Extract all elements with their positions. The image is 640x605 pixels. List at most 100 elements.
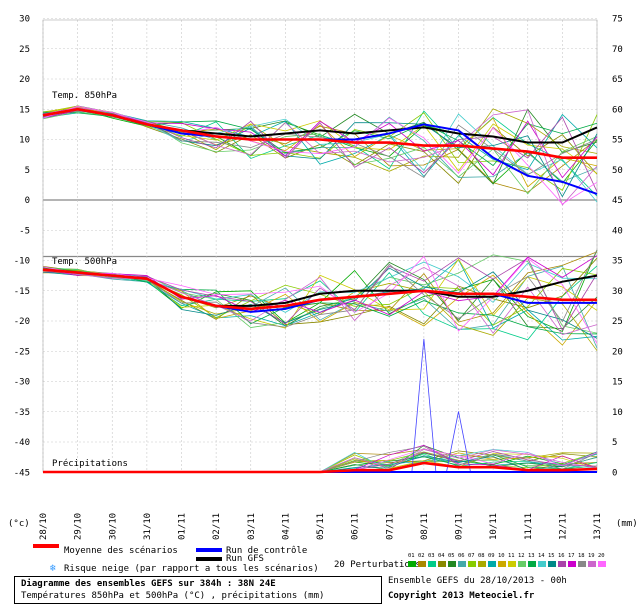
x-tick-label: 29/10 [74,513,84,540]
perturbation-swatch [558,561,566,567]
x-tick-label: 01/11 [178,513,188,540]
perturbation-swatch [488,561,496,567]
legend-gfs-swatch [196,557,222,561]
right-unit: (mm) [616,519,638,529]
left-tick-label: 30 [19,15,30,25]
x-tick-label: 05/11 [316,513,326,540]
legend-snow-label: Risque neige (par rapport a tous les scé… [64,563,319,574]
right-tick-label: 70 [612,45,623,55]
left-tick-label: -45 [14,468,30,478]
series-precip-line [43,461,598,474]
right-tick-label: 35 [612,257,623,267]
perturbation-swatch [578,561,586,567]
right-tick-label: 30 [612,287,623,297]
perturbation-number: 14 [538,553,545,559]
perturbation-number: 07 [468,553,475,559]
perturbation-swatch [588,561,596,567]
x-tick-label: 11/11 [524,513,534,540]
perturbation-swatch [528,561,536,567]
perturbation-number: 09 [488,553,495,559]
main-series [42,107,598,474]
perturbation-number: 01 [408,553,415,559]
legend-control-label: Run de contrôle [226,545,307,556]
left-tick-label: 15 [19,105,30,115]
x-tick-label: 12/11 [558,513,568,540]
run-info: Ensemble GEFS du 28/10/2013 - 00h [388,576,567,586]
perturbation-swatch [498,561,506,567]
perturbation-legend: 01 02 03 04 05 06 07 08 09 10 11 12 13 14 15 16 17 18 19 20 [408,553,606,567]
legend-mean-label: Moyenne des scénarios [64,545,178,556]
perturbation-swatch [478,561,486,567]
perturbation-swatch [548,561,556,567]
perturbation-number: 06 [458,553,465,559]
perturbation-number: 18 [578,553,585,559]
left-tick-label: 25 [19,45,30,55]
perturbation-swatch [438,561,446,567]
right-tick-label: 60 [612,105,623,115]
right-tick-label: 20 [612,347,623,357]
perturbation-swatch [508,561,516,567]
perturbation-line [42,255,598,316]
perturbation-number: 02 [418,553,425,559]
right-tick-label: 5 [612,438,617,448]
footer-line2: Températures 850hPa et 500hPa (°C) , pré… [21,591,325,601]
left-tick-label: -20 [14,317,30,327]
perturbation-number: 12 [518,553,525,559]
x-tick-label: 13/11 [593,513,603,540]
perturbation-line [42,265,598,349]
perturbation-swatch [518,561,526,567]
copyright: Copyright 2013 Meteociel.fr [388,591,535,601]
left-tick-label: 0 [25,196,30,206]
precip-label: Précipitations [52,458,128,469]
grid [42,18,598,473]
perturbation-number: 04 [438,553,445,559]
perturbation-number: 11 [508,553,515,559]
left-unit: (°c) [8,519,30,529]
x-tick-label: 30/10 [108,513,118,540]
right-tick-label: 45 [612,196,623,206]
right-tick-label: 50 [612,166,623,176]
perturbation-line [42,267,598,335]
t500-label: Temp. 500hPa [52,257,117,267]
right-tick-label: 40 [612,226,623,236]
perturbation-swatch [538,561,546,567]
perturbation-number: 13 [528,553,535,559]
x-tick-label: 07/11 [385,513,395,540]
t850-label: Temp. 850hPa [52,91,117,101]
perturbation-number: 17 [568,553,575,559]
perturbation-line [42,110,598,179]
perturbation-swatch [568,561,576,567]
x-tick-label: 08/11 [420,513,430,540]
x-tick-label: 31/10 [143,513,153,540]
series-line [42,107,597,159]
perturbation-number: 15 [548,553,555,559]
perturbation-swatch [408,561,416,567]
legend-perturbations-label: 20 Perturbations [334,560,421,570]
precip-peak-line [411,338,437,473]
snowflake-icon: ❄ [50,563,57,574]
perturbation-number: 20 [598,553,605,559]
perturbation-number: 10 [498,553,505,559]
x-tick-label: 06/11 [351,513,361,540]
left-tick-label: -40 [14,438,30,448]
perturbation-number: 16 [558,553,565,559]
perturbation-line [42,105,598,205]
x-tick-label: 28/10 [39,513,49,540]
x-tick-label: 09/11 [455,513,465,540]
series-line [42,268,597,311]
perturbation-swatch [418,561,426,567]
perturbation-number: 19 [588,553,595,559]
left-tick-label: -30 [14,378,30,388]
perturbation-swatch [598,561,606,567]
x-axis: 28/10 29/10 30/10 31/10 01/11 02/11 03/11 04/11… [39,513,603,540]
right-tick-label: 65 [612,75,623,85]
left-tick-label: -25 [14,347,30,357]
legend-mean-swatch [33,544,59,548]
right-tick-label: 15 [612,378,623,388]
legend-control-swatch [196,548,222,552]
x-tick-label: 02/11 [212,513,222,540]
left-axis: 30 25 20 15 10 5 0 -5 -10 -15 -20 -25 -30 -35 -40 -45 [14,15,30,479]
perturbation-swatch [428,561,436,567]
perturbation-number: 08 [478,553,485,559]
